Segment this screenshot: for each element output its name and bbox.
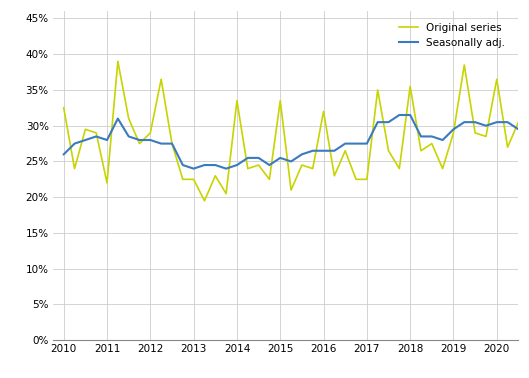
Seasonally adj. xyxy=(71,141,78,146)
Seasonally adj. xyxy=(418,134,424,139)
Seasonally adj. xyxy=(494,120,500,124)
Seasonally adj. xyxy=(60,152,67,156)
Seasonally adj. xyxy=(342,141,349,146)
Original series xyxy=(244,166,251,171)
Original series xyxy=(472,131,478,135)
Original series xyxy=(125,116,132,121)
Seasonally adj. xyxy=(450,127,457,132)
Original series xyxy=(342,149,349,153)
Original series xyxy=(277,98,284,103)
Seasonally adj. xyxy=(353,141,359,146)
Original series xyxy=(483,134,489,139)
Original series xyxy=(93,131,99,135)
Original series xyxy=(288,188,294,192)
Original series xyxy=(212,174,218,178)
Original series xyxy=(180,177,186,181)
Original series xyxy=(407,84,413,89)
Original series xyxy=(115,59,121,64)
Original series xyxy=(104,181,110,185)
Seasonally adj. xyxy=(526,131,529,135)
Original series xyxy=(321,109,327,114)
Seasonally adj. xyxy=(375,120,381,124)
Original series xyxy=(71,166,78,171)
Original series xyxy=(494,77,500,82)
Seasonally adj. xyxy=(472,120,478,124)
Original series xyxy=(363,177,370,181)
Seasonally adj. xyxy=(223,166,229,171)
Original series xyxy=(396,166,403,171)
Original series xyxy=(450,131,457,135)
Original series xyxy=(60,105,67,110)
Seasonally adj. xyxy=(256,156,262,160)
Seasonally adj. xyxy=(277,156,284,160)
Original series xyxy=(461,63,468,67)
Seasonally adj. xyxy=(505,120,511,124)
Seasonally adj. xyxy=(190,166,197,171)
Original series xyxy=(428,141,435,146)
Original series xyxy=(353,177,359,181)
Original series xyxy=(526,127,529,132)
Seasonally adj. xyxy=(461,120,468,124)
Seasonally adj. xyxy=(288,159,294,164)
Seasonally adj. xyxy=(147,138,153,142)
Line: Original series: Original series xyxy=(63,61,529,201)
Original series xyxy=(234,98,240,103)
Seasonally adj. xyxy=(266,163,272,167)
Seasonally adj. xyxy=(321,149,327,153)
Original series xyxy=(136,141,143,146)
Original series xyxy=(266,177,272,181)
Original series xyxy=(190,177,197,181)
Original series xyxy=(147,131,153,135)
Original series xyxy=(299,163,305,167)
Seasonally adj. xyxy=(244,156,251,160)
Seasonally adj. xyxy=(396,113,403,117)
Original series xyxy=(158,77,165,82)
Original series xyxy=(82,127,88,132)
Seasonally adj. xyxy=(212,163,218,167)
Seasonally adj. xyxy=(202,163,208,167)
Original series xyxy=(385,149,391,153)
Seasonally adj. xyxy=(115,116,121,121)
Seasonally adj. xyxy=(93,134,99,139)
Seasonally adj. xyxy=(180,163,186,167)
Original series xyxy=(309,166,316,171)
Seasonally adj. xyxy=(82,138,88,142)
Original series xyxy=(169,141,175,146)
Original series xyxy=(375,88,381,92)
Seasonally adj. xyxy=(309,149,316,153)
Original series xyxy=(223,191,229,196)
Seasonally adj. xyxy=(385,120,391,124)
Seasonally adj. xyxy=(428,134,435,139)
Original series xyxy=(256,163,262,167)
Original series xyxy=(331,174,338,178)
Seasonally adj. xyxy=(331,149,338,153)
Line: Seasonally adj.: Seasonally adj. xyxy=(63,115,529,169)
Seasonally adj. xyxy=(125,134,132,139)
Seasonally adj. xyxy=(363,141,370,146)
Seasonally adj. xyxy=(234,163,240,167)
Original series xyxy=(505,145,511,149)
Seasonally adj. xyxy=(136,138,143,142)
Seasonally adj. xyxy=(440,138,446,142)
Original series xyxy=(440,166,446,171)
Seasonally adj. xyxy=(169,141,175,146)
Seasonally adj. xyxy=(515,127,522,132)
Seasonally adj. xyxy=(407,113,413,117)
Seasonally adj. xyxy=(104,138,110,142)
Original series xyxy=(418,149,424,153)
Original series xyxy=(515,120,522,124)
Seasonally adj. xyxy=(158,141,165,146)
Seasonally adj. xyxy=(299,152,305,156)
Legend: Original series, Seasonally adj.: Original series, Seasonally adj. xyxy=(396,20,508,51)
Seasonally adj. xyxy=(483,124,489,128)
Original series xyxy=(202,198,208,203)
